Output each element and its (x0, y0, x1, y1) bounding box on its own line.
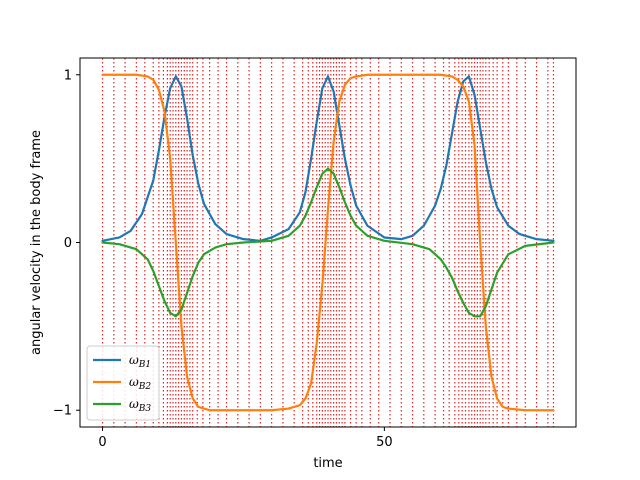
series-group (101, 73, 555, 412)
x-tick-label-1: 50 (376, 435, 393, 450)
y-axis-label: angular velocity in the body frame (29, 130, 44, 355)
y-tick-label-2: 1 (64, 68, 72, 83)
legend-label-2: ωB2 (129, 375, 151, 392)
legend-label-subscript: B1 (138, 360, 151, 370)
vertical-marker-group (101, 58, 555, 427)
y-tick-label-1: 0 (64, 236, 72, 251)
series-line-1 (101, 75, 555, 242)
legend-label-symbol: ω (129, 375, 139, 389)
legend-label-symbol: ω (129, 353, 139, 367)
x-axis-label: time (313, 456, 342, 471)
x-tick-label-0: 0 (98, 435, 106, 450)
legend-label-subscript: B2 (138, 382, 152, 392)
y-tick-label-0: −1 (53, 404, 72, 419)
tick-group: 0 50 −1 0 1 (53, 68, 393, 450)
series-line-3 (101, 167, 555, 318)
legend-label-symbol: ω (129, 397, 139, 411)
series-line-2 (101, 73, 555, 412)
legend-label-subscript: B3 (138, 404, 152, 414)
legend-label-3: ωB3 (129, 397, 151, 414)
legend-label-1: ωB1 (129, 353, 151, 370)
legend-box (86, 345, 160, 421)
